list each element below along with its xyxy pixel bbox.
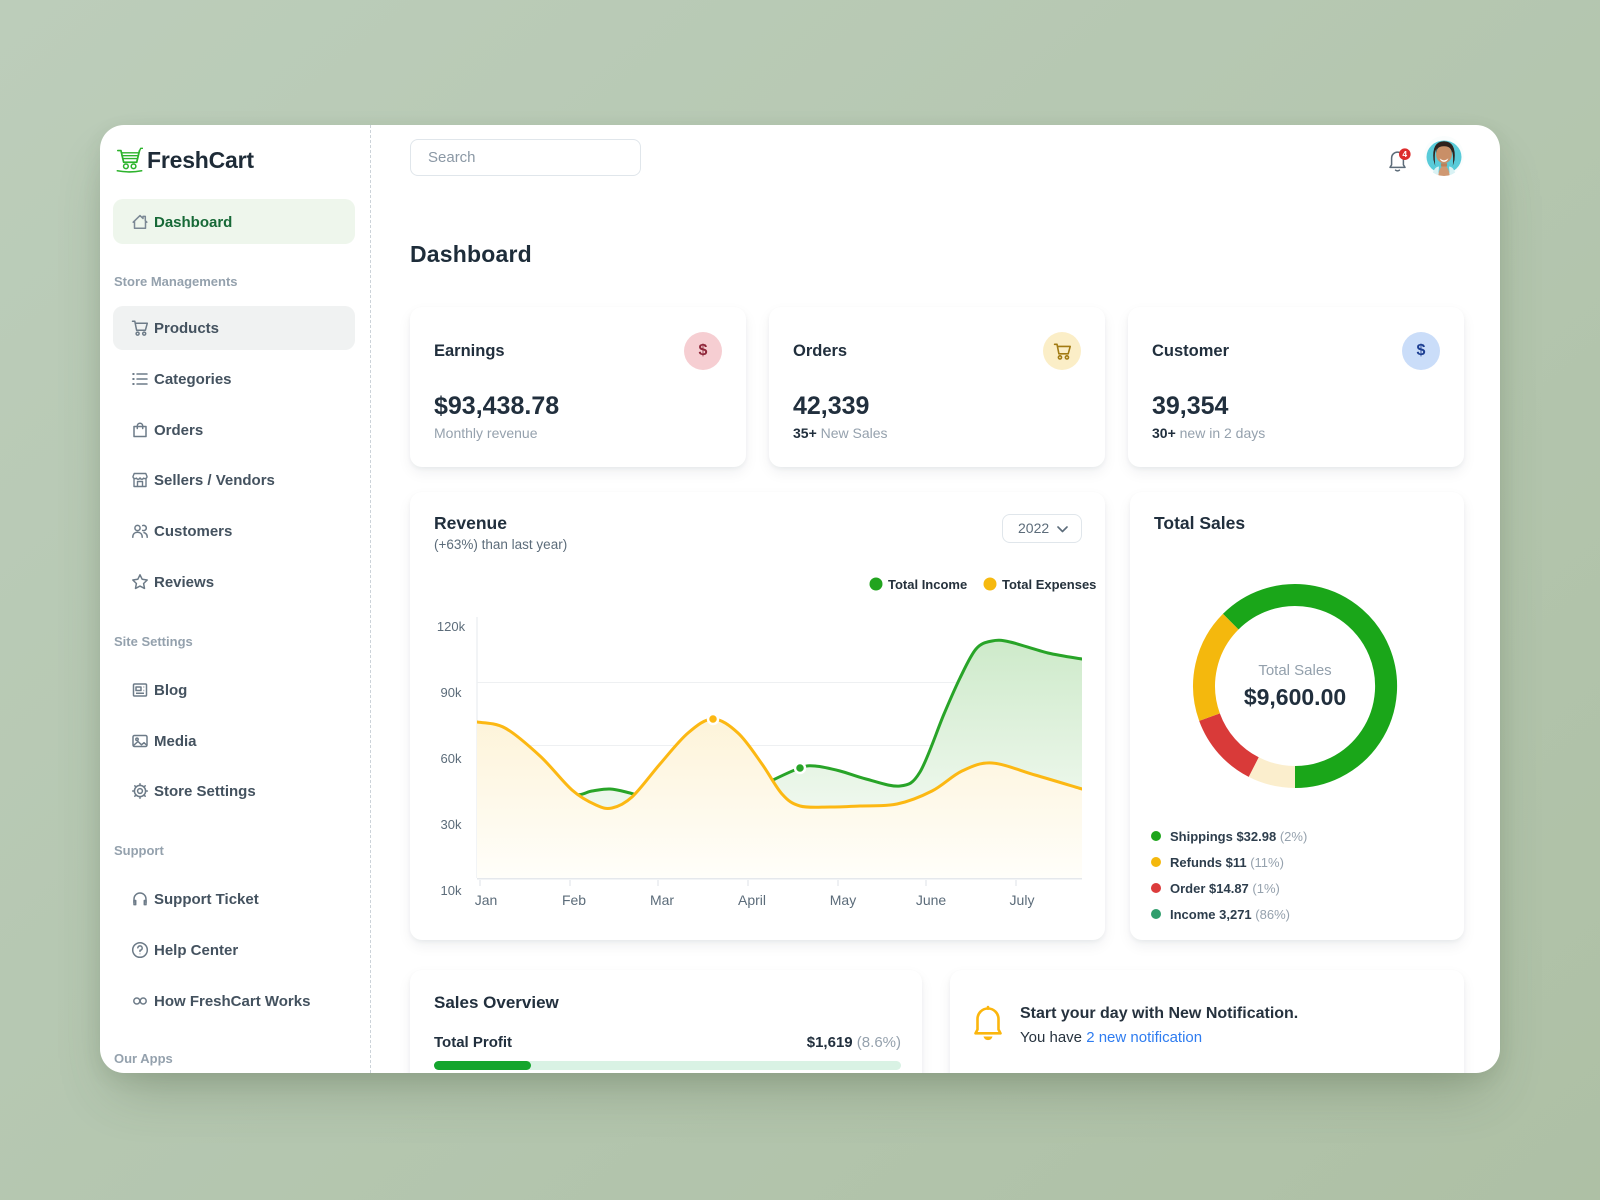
svg-text:Mar: Mar <box>650 892 674 908</box>
svg-text:Total Expenses: Total Expenses <box>1002 577 1096 592</box>
svg-text:Refunds $11 (11%): Refunds $11 (11%) <box>1170 855 1284 870</box>
svg-text:June: June <box>916 892 947 908</box>
svg-text:Jan: Jan <box>475 892 498 908</box>
svg-text:Order $14.87 (1%): Order $14.87 (1%) <box>1170 881 1280 896</box>
svg-text:4: 4 <box>1402 149 1407 159</box>
svg-text:10k: 10k <box>441 883 462 898</box>
svg-text:Feb: Feb <box>562 892 586 908</box>
svg-text:Shippings $32.98 (2%): Shippings $32.98 (2%) <box>1170 829 1307 844</box>
svg-text:30k: 30k <box>441 817 462 832</box>
svg-text:Income 3,271 (86%): Income 3,271 (86%) <box>1170 907 1290 922</box>
svg-text:Total Sales: Total Sales <box>1258 662 1331 679</box>
svg-text:120k: 120k <box>437 619 466 634</box>
svg-text:90k: 90k <box>441 685 462 700</box>
svg-text:May: May <box>830 892 856 908</box>
svg-text:Total Income: Total Income <box>888 577 967 592</box>
svg-text:April: April <box>738 892 766 908</box>
svg-text:60k: 60k <box>441 751 462 766</box>
svg-text:July: July <box>1010 892 1035 908</box>
svg-text:$9,600.00: $9,600.00 <box>1244 684 1346 710</box>
